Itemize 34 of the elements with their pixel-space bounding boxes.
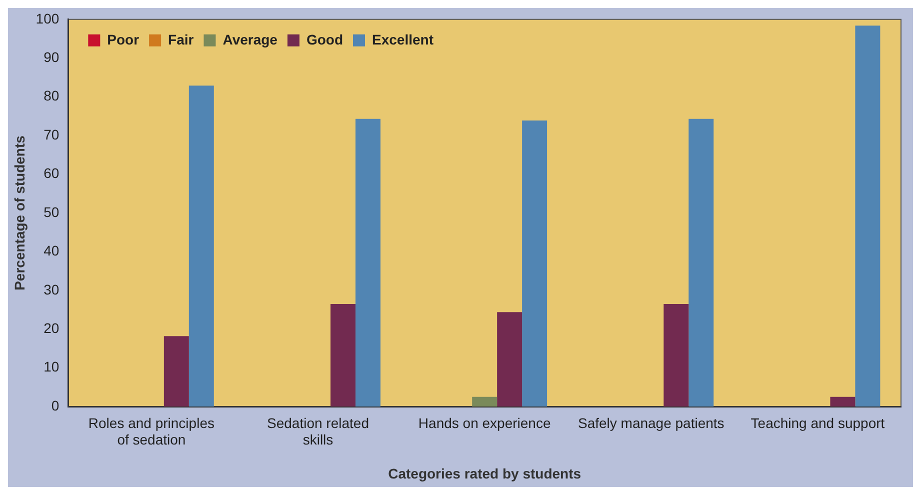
bar — [355, 118, 380, 407]
bar — [472, 396, 498, 407]
bar — [330, 304, 356, 407]
y-tick-label: 100 — [36, 10, 60, 26]
legend-label: Fair — [168, 31, 194, 48]
bar — [830, 396, 856, 407]
x-tick-label: Roles and principles of sedation — [88, 414, 214, 448]
bar — [855, 26, 880, 407]
y-tick-label: 10 — [44, 358, 60, 375]
y-tick-label: 60 — [44, 165, 60, 182]
legend-label: Good — [306, 31, 344, 48]
y-tick-label: 50 — [44, 204, 60, 220]
y-tick-label: 0 — [51, 397, 60, 414]
x-tick-label: Hands on experience — [418, 414, 551, 431]
bar — [164, 336, 189, 407]
bar — [688, 118, 714, 407]
y-tick-label: 70 — [44, 126, 60, 142]
y-tick-label: 20 — [44, 320, 60, 336]
legend-label: Average — [222, 31, 278, 48]
bar — [664, 304, 689, 407]
bar — [497, 312, 522, 407]
x-tick-label: Teaching and support — [750, 414, 885, 431]
y-tick-label: 40 — [44, 242, 60, 259]
y-axis-title: Percentage of students — [11, 135, 28, 290]
legend-label: Excellent — [372, 31, 434, 48]
y-tick-label: 90 — [44, 48, 60, 65]
x-axis-title: Categories rated by students — [388, 465, 582, 482]
y-tick-label: 80 — [44, 88, 60, 104]
bar — [522, 120, 548, 407]
x-tick-label: Sedation related skills — [267, 414, 369, 448]
bar — [188, 86, 214, 407]
x-tick-label: Safely manage patients — [578, 414, 724, 431]
y-tick-label: 30 — [44, 281, 60, 298]
legend-label: Poor — [107, 31, 140, 48]
